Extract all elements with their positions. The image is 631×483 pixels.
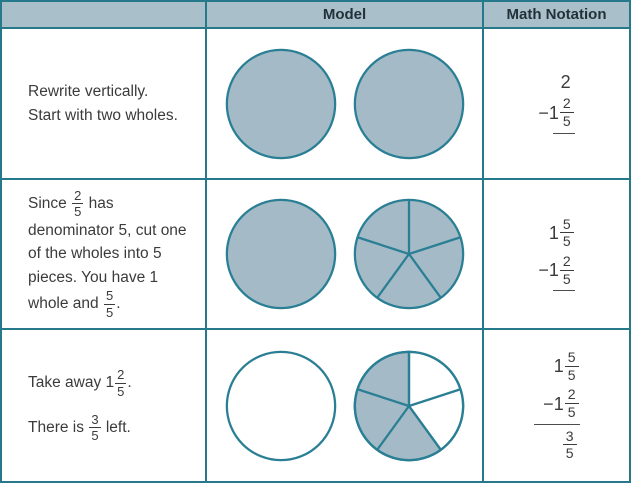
subtrahend-fraction: 2 5 xyxy=(559,96,574,129)
numerator: 2 xyxy=(115,367,127,384)
numerator: 2 xyxy=(72,187,84,205)
denominator: 5 xyxy=(117,383,125,399)
row1-description-cell: Rewrite vertically. Start with two whole… xyxy=(2,29,207,180)
row1-description-line1: Rewrite vertically. xyxy=(28,83,149,101)
subtrahend-whole: 1 xyxy=(548,260,559,281)
subtrahend-whole: 1 xyxy=(548,102,559,123)
numerator: 2 xyxy=(564,387,579,404)
minuend-whole: 1 xyxy=(548,222,559,243)
subtraction-line xyxy=(552,132,575,134)
denominator: 5 xyxy=(565,445,574,462)
shaded-whole-circle-icon xyxy=(353,48,464,159)
subtrahend-fraction: 2 5 xyxy=(559,254,574,287)
denominator: 5 xyxy=(562,270,571,287)
subtraction-line xyxy=(533,423,580,425)
subtrahend: −1 2 5 xyxy=(538,254,574,286)
denominator: 5 xyxy=(74,204,82,220)
numerator: 3 xyxy=(562,428,577,446)
row3-notation-cell: 1 5 5 −1 2 5 3 5 xyxy=(484,330,629,481)
vertical-subtraction: 1 5 5 −1 2 5 xyxy=(538,216,575,292)
subtrahend: −1 2 5 xyxy=(538,96,574,128)
subtrahend-whole: 1 xyxy=(553,393,564,414)
vertical-subtraction: 2 −1 2 5 xyxy=(538,73,575,134)
minuend-fraction: 5 5 xyxy=(564,350,579,383)
description-text: There is xyxy=(28,418,89,436)
row2-model-cell xyxy=(207,180,484,330)
numerator: 2 xyxy=(559,254,574,271)
denominator: 5 xyxy=(91,428,99,444)
row1-description-line2: Start with two wholes. xyxy=(28,106,178,124)
row3-model-cell xyxy=(207,330,484,481)
numerator: 3 xyxy=(89,411,101,429)
minuend-fraction: 5 5 xyxy=(559,216,574,250)
shaded-whole-circle-icon xyxy=(225,48,336,159)
denominator: 5 xyxy=(105,304,114,320)
denominator: 5 xyxy=(567,366,576,383)
description-text: . xyxy=(116,295,121,313)
subtraction-line xyxy=(552,290,575,292)
whole-number: 1 xyxy=(105,374,115,392)
subtrahend-fraction: 2 5 xyxy=(564,387,579,420)
empty-whole-circle-icon xyxy=(225,350,336,461)
row1-model-cell xyxy=(207,29,484,180)
numerator: 5 xyxy=(564,350,579,367)
header-model-label: Model xyxy=(322,6,367,23)
description-text: left. xyxy=(101,418,131,436)
header-math-notation-cell: Math Notation xyxy=(484,2,629,29)
difference: 3 5 xyxy=(562,428,578,462)
header-empty-cell xyxy=(2,2,207,29)
header-math-notation-label: Math Notation xyxy=(506,6,607,23)
denominator: 5 xyxy=(562,233,571,250)
numerator: 2 xyxy=(559,96,574,113)
description-text: has denominator 5, cut one of the wholes… xyxy=(28,195,187,313)
minuend-whole: 2 xyxy=(560,72,571,93)
minuend: 2 xyxy=(561,73,571,91)
numerator: 5 xyxy=(103,287,116,305)
shaded-whole-circle-icon xyxy=(225,198,336,310)
row2-notation-cell: 1 5 5 −1 2 5 xyxy=(484,180,629,330)
description-text: Since xyxy=(28,195,72,213)
result-fraction: 3 5 xyxy=(562,428,577,462)
minuend-whole: 1 xyxy=(553,356,564,377)
denominator: 5 xyxy=(562,113,571,129)
subtrahend: −1 2 5 xyxy=(543,387,579,419)
row1-notation-cell: 2 −1 2 5 xyxy=(484,29,629,180)
minuend: 1 5 5 xyxy=(548,216,575,250)
numerator: 5 xyxy=(559,216,574,234)
minus-sign: − xyxy=(543,393,554,414)
description-text: . xyxy=(127,374,132,392)
shaded-fifths-circle-icon xyxy=(353,198,464,310)
denominator: 5 xyxy=(567,404,576,420)
description-text: Take away xyxy=(28,374,106,392)
header-model-cell: Model xyxy=(207,2,484,29)
minus-sign: − xyxy=(538,102,549,123)
vertical-subtraction: 1 5 5 −1 2 5 3 5 xyxy=(533,350,580,462)
minus-sign: − xyxy=(538,260,549,281)
minuend: 1 5 5 xyxy=(554,350,580,382)
three-fifths-shaded-circle-icon xyxy=(353,350,464,461)
